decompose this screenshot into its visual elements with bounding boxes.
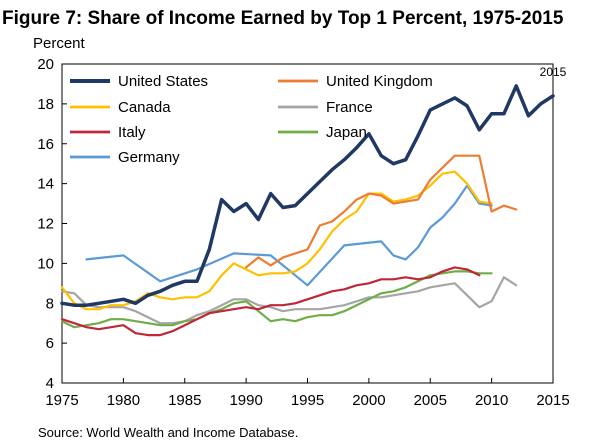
legend-label-germany: Germany [118, 149, 180, 166]
y-tick-label: 14 [37, 176, 54, 193]
x-tick-label: 1975 [45, 392, 78, 409]
x-tick-label: 1985 [168, 392, 201, 409]
x-tick-label: 1990 [229, 392, 262, 409]
y-tick-label: 16 [37, 136, 54, 153]
series-line-united-states [60, 84, 555, 307]
series-line-italy [60, 266, 481, 337]
y-axis: 4 6 8 10 12 14 16 18 20 [37, 56, 67, 392]
series-line-germany [85, 184, 493, 287]
y-tick-label: 6 [46, 335, 54, 352]
x-axis: 1975 1980 1985 1990 1995 2000 2005 2010 2015 [45, 378, 570, 409]
legend-label-italy: Italy [118, 124, 146, 141]
y-tick-label: 20 [37, 56, 54, 73]
y-tick-label: 4 [46, 375, 54, 392]
annotations: 2015 [540, 65, 567, 79]
x-tick-label: 2010 [475, 392, 508, 409]
series-line-japan [60, 270, 493, 329]
x-tick-label: 2005 [414, 392, 447, 409]
series-line-united-kingdom [245, 154, 518, 269]
y-tick-label: 12 [37, 216, 54, 233]
y-axis-unit-label: Percent [33, 35, 86, 52]
x-tick-label: 1980 [107, 392, 140, 409]
legend: United States United Kingdom Canada France I… [70, 73, 433, 166]
series-lines [60, 84, 555, 337]
legend-label-japan: Japan [326, 124, 367, 141]
legend-label-united-states: United States [118, 73, 208, 90]
y-tick-label: 18 [37, 96, 54, 113]
legend-label-canada: Canada [118, 99, 171, 116]
y-tick-label: 10 [37, 255, 54, 272]
x-tick-label: 2015 [536, 392, 569, 409]
year-annotation: 2015 [540, 65, 567, 79]
series-line-france [60, 276, 518, 325]
x-tick-label: 1995 [291, 392, 324, 409]
legend-label-united-kingdom: United Kingdom [326, 73, 433, 90]
x-tick-label: 2000 [352, 392, 385, 409]
legend-label-france: France [326, 99, 373, 116]
y-tick-label: 8 [46, 295, 54, 312]
chart-title: Figure 7: Share of Income Earned by Top … [2, 8, 564, 29]
source-note: Source: World Wealth and Income Database… [38, 425, 298, 440]
